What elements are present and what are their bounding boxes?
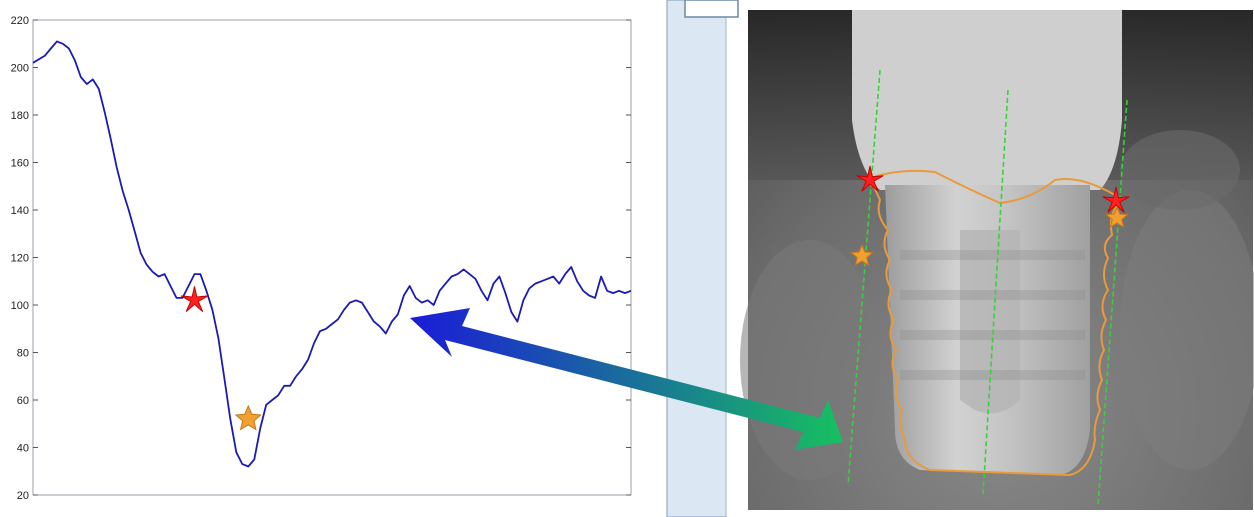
implant-outline bbox=[868, 169, 1120, 477]
guide-line-center bbox=[982, 89, 1009, 496]
series-layer bbox=[32, 40, 632, 468]
plot-area bbox=[32, 19, 632, 496]
y-tick-label: 120 bbox=[11, 253, 29, 265]
implant-channel bbox=[960, 230, 1020, 414]
series-line-0 bbox=[32, 40, 632, 468]
y-tick-label: 160 bbox=[11, 158, 29, 170]
chart-marker-star-red bbox=[180, 286, 209, 312]
implant-threads bbox=[900, 250, 1085, 380]
xray-marker-star-orange-left bbox=[850, 243, 874, 266]
side-panel-handle[interactable] bbox=[684, 0, 739, 18]
y-tick-label: 40 bbox=[17, 443, 29, 455]
y-tick-label: 100 bbox=[11, 300, 29, 312]
y-tick-label: 80 bbox=[17, 348, 29, 360]
y-tick-label: 60 bbox=[17, 395, 29, 407]
xray-marker-star-red-right bbox=[1102, 186, 1130, 213]
bone-texture bbox=[1120, 130, 1240, 210]
xray-marker-layer bbox=[850, 165, 1130, 266]
y-tick-label: 20 bbox=[17, 490, 29, 502]
xray-marker-star-orange-right bbox=[1105, 205, 1129, 228]
thread-band bbox=[900, 370, 1085, 380]
chart-marker-star-orange bbox=[234, 404, 262, 431]
side-panel-track bbox=[666, 0, 727, 517]
y-tick-label: 180 bbox=[11, 110, 29, 122]
thread-band bbox=[900, 250, 1085, 260]
guide-line-right bbox=[1097, 99, 1128, 506]
y-tick-label: 200 bbox=[11, 63, 29, 75]
xray-marker-star-red-left bbox=[856, 165, 884, 192]
line-chart: 20 40 60 80 100 120 140 160 180 200 220 bbox=[11, 15, 632, 502]
y-tick-label: 140 bbox=[11, 205, 29, 217]
y-axis: 20 40 60 80 100 120 140 160 180 200 220 bbox=[11, 15, 631, 502]
bone-texture bbox=[1120, 190, 1254, 470]
thread-band bbox=[900, 290, 1085, 300]
marker-layer bbox=[180, 286, 262, 431]
crown-shape bbox=[852, 10, 1122, 190]
side-panel bbox=[666, 0, 739, 517]
guide-line-left bbox=[847, 69, 881, 486]
y-tick-label: 220 bbox=[11, 15, 29, 27]
correspondence-arrow bbox=[410, 308, 843, 450]
thread-band bbox=[900, 330, 1085, 340]
